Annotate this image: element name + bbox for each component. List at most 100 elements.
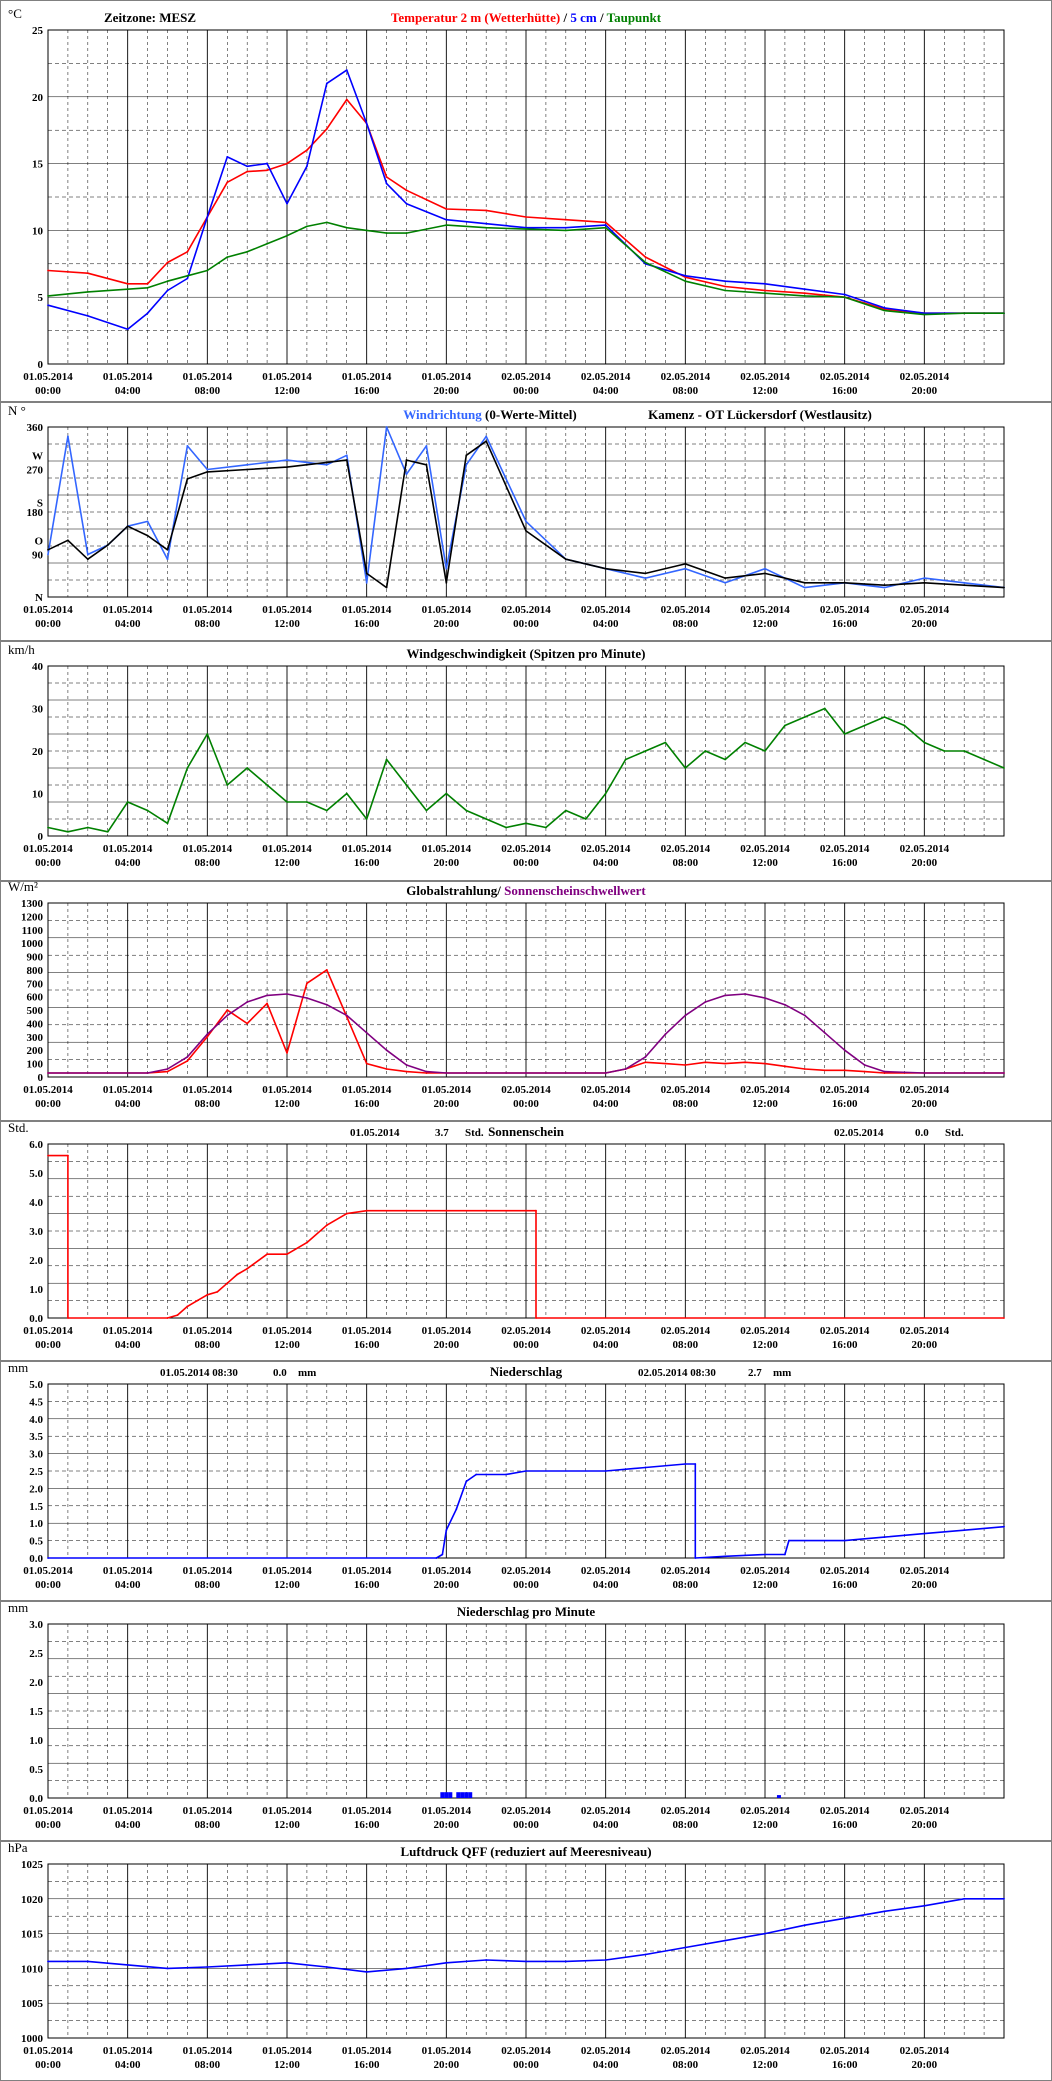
data-point (843, 1049, 846, 1052)
y-tick-label: 2.5 (29, 1648, 43, 1660)
data-point (365, 1031, 368, 1034)
x-tick-time: 20:00 (433, 618, 459, 630)
data-point (644, 1056, 647, 1058)
data-point (325, 1003, 328, 1006)
data-point (365, 1062, 368, 1065)
y-tick-label: 3.0 (29, 1619, 43, 1631)
data-point (47, 304, 49, 307)
x-tick-time: 16:00 (354, 2059, 380, 2071)
x-tick-time: 08:00 (194, 1339, 220, 1351)
data-point (525, 529, 527, 532)
data-point (843, 1069, 846, 1072)
y-tick-label: 0.0 (29, 1793, 43, 1805)
data-point (166, 1967, 169, 1970)
chart-title-part: 5 cm (570, 10, 597, 25)
x-tick-date: 01.05.2014 (262, 1565, 312, 1577)
data-point (963, 1529, 966, 1532)
data-point (325, 221, 328, 224)
data-point (644, 577, 647, 580)
y-tick-label: 4.0 (29, 1414, 43, 1426)
data-point (644, 1061, 647, 1064)
x-tick-date: 02.05.2014 (661, 604, 711, 616)
data-point (226, 156, 229, 158)
data-point (485, 818, 488, 820)
data-point (405, 1064, 408, 1066)
data-point (704, 750, 707, 752)
data-point (345, 1014, 348, 1017)
data-point (724, 1939, 727, 1942)
data-point (226, 256, 229, 259)
data-point (345, 459, 348, 461)
x-tick-time: 12:00 (752, 1819, 778, 1831)
x-tick-date: 01.05.2014 (183, 1325, 233, 1337)
summary-date: 02.05.2014 08:30 (638, 1367, 716, 1379)
data-point (485, 440, 488, 443)
data-point (744, 741, 746, 744)
data-point (1003, 312, 1005, 315)
x-tick-time: 20:00 (911, 385, 937, 397)
chart-title-part: / (597, 10, 607, 25)
plot-frame (47, 902, 1005, 1078)
y-tick-label: 1100 (22, 925, 44, 937)
data-point (764, 572, 766, 575)
x-tick-time: 12:00 (274, 1098, 300, 1110)
data-point (644, 1466, 647, 1469)
x-tick-date: 02.05.2014 (501, 1805, 551, 1817)
x-tick-date: 02.05.2014 (581, 604, 631, 616)
data-point (764, 289, 766, 292)
x-tick-date: 01.05.2014 (342, 1805, 392, 1817)
data-point (186, 478, 189, 480)
data-point (345, 69, 348, 71)
summary-unit: mm (298, 1367, 316, 1379)
x-tick-time: 16:00 (832, 1579, 858, 1591)
data-point (345, 226, 348, 229)
data-point (186, 1060, 189, 1062)
data-point (1003, 586, 1005, 589)
data-point (206, 470, 209, 473)
data-point (564, 229, 567, 232)
y-tick-label: 100 (27, 1059, 44, 1071)
x-tick-time: 04:00 (115, 1579, 141, 1591)
data-point (943, 750, 946, 752)
data-point (604, 221, 607, 224)
y-tick-label: 1005 (21, 1998, 44, 2010)
data-point (206, 733, 209, 735)
data-point (306, 801, 308, 803)
x-tick-date: 01.05.2014 (262, 604, 312, 616)
plot-frame (47, 1383, 1005, 1559)
x-tick-date: 02.05.2014 (820, 371, 870, 383)
data-point (644, 572, 647, 575)
data-point (883, 1910, 886, 1913)
x-tick-time: 12:00 (274, 618, 300, 630)
plot-frame (47, 665, 1005, 837)
data-point (445, 581, 448, 584)
precip-bar (468, 1792, 473, 1798)
data-point (286, 459, 288, 461)
y-tick-label: 1020 (21, 1894, 44, 1906)
x-tick-date: 02.05.2014 (900, 371, 950, 383)
data-point (445, 208, 448, 210)
y-tick-label: 5.0 (29, 1168, 43, 1180)
data-point (47, 1557, 49, 1559)
data-point (306, 997, 308, 999)
data-point (246, 165, 249, 168)
data-point (664, 1062, 667, 1065)
x-tick-time: 08:00 (672, 1339, 698, 1351)
data-point (345, 454, 348, 457)
y-tick-label: 400 (27, 1018, 44, 1030)
data-point (47, 1072, 49, 1074)
data-point (545, 826, 547, 829)
data-point (226, 181, 229, 184)
x-tick-date: 01.05.2014 (103, 1805, 153, 1817)
x-tick-date: 01.05.2014 (262, 1325, 312, 1337)
data-point (535, 1317, 537, 1319)
x-tick-date: 01.05.2014 (342, 371, 392, 383)
x-tick-time: 00:00 (35, 1579, 61, 1591)
data-point (196, 1299, 199, 1302)
data-point (764, 567, 766, 570)
y-tick-label: 1010 (21, 1963, 44, 1975)
chart-panel-windspeed: 0 10 20 30 40 km/h Windgeschwindigkeit (Spitze… (8, 642, 1005, 869)
data-point (425, 1070, 428, 1073)
x-tick-time: 16:00 (354, 385, 380, 397)
data-point (306, 982, 308, 985)
